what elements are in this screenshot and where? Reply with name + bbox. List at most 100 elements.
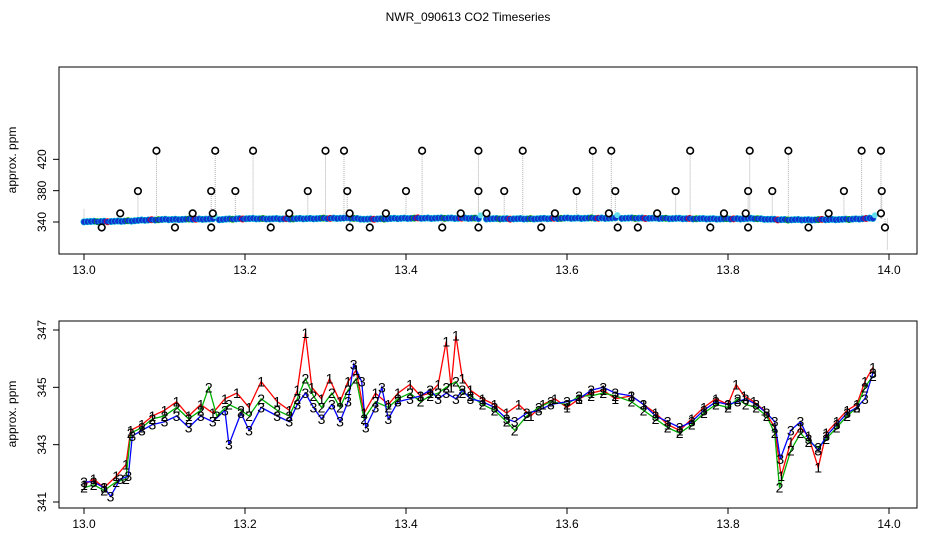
series-2-marker: 2 <box>776 480 784 496</box>
top-outlier-point <box>633 223 642 232</box>
series-3-marker: 3 <box>688 414 696 430</box>
series-2-marker: 2 <box>318 399 326 415</box>
series-2-marker: 2 <box>640 402 648 418</box>
series-2-marker: 2 <box>185 411 193 427</box>
series-1-marker: 1 <box>197 397 205 413</box>
series-1-marker: 1 <box>112 468 120 484</box>
series-3-marker: 3 <box>328 397 336 413</box>
series-1-marker: 1 <box>491 397 499 413</box>
top-outlier-point <box>321 146 330 155</box>
top-outlier-point <box>285 209 294 218</box>
series-1-marker: 1 <box>700 399 708 415</box>
series-1-marker: 1 <box>664 417 672 433</box>
top-outlier-point <box>381 209 390 218</box>
series-1-marker: 1 <box>122 457 130 473</box>
series-2-marker: 2 <box>205 379 213 395</box>
top-outlier-point <box>248 146 258 155</box>
series-1-marker: 1 <box>318 391 326 407</box>
top-y-axis-label: approx. ppm <box>5 127 19 194</box>
series-3-marker: 3 <box>116 471 124 487</box>
series-3-marker: 3 <box>511 414 519 430</box>
top-outlier-point <box>588 146 597 155</box>
series-3-marker: 3 <box>310 399 318 415</box>
series-2-marker: 2 <box>406 385 414 401</box>
series-2-marker: 2 <box>426 388 434 404</box>
top-outlier-point <box>207 223 216 232</box>
series-1-marker: 1 <box>712 391 720 407</box>
top-outlier-point <box>211 146 220 155</box>
top-outlier-point <box>572 186 581 196</box>
series-2-marker: 2 <box>511 422 519 438</box>
series-3-marker: 3 <box>362 419 370 435</box>
series-1-marker: 1 <box>527 408 535 424</box>
series-3-marker: 3 <box>763 405 771 421</box>
series-3-marker: 3 <box>458 382 466 398</box>
series-3-marker: 3 <box>640 397 648 413</box>
top-outlier-point <box>500 186 509 196</box>
series-3-marker: 3 <box>587 382 595 398</box>
series-2-marker: 2 <box>245 408 253 424</box>
series-2-marker: 2 <box>676 425 684 441</box>
series-3-marker: 3 <box>797 414 805 430</box>
top-panel: 13.0 13.2 13.4 13.6 13.8 14.0 340 380 420 appro… <box>5 66 918 277</box>
top-outlier-point <box>116 209 125 218</box>
series-3-marker: 3 <box>628 388 636 404</box>
series-2-marker: 2 <box>700 405 708 421</box>
top-outlier-point <box>482 209 491 218</box>
top-x-tick-label: 13.0 <box>72 263 96 277</box>
series-3-marker: 3 <box>344 394 352 410</box>
series-1-marker: 1 <box>127 422 135 438</box>
series-2-marker: 2 <box>563 397 571 413</box>
series-2-marker: 2 <box>491 402 499 418</box>
top-outlier-point <box>343 186 352 196</box>
series-1-marker: 1 <box>833 414 841 430</box>
series-1-marker: 1 <box>503 405 511 421</box>
top-outlier-point <box>474 146 483 155</box>
top-outlier-point <box>518 146 527 155</box>
series-2-marker: 2 <box>664 419 672 435</box>
top-gap-marker <box>477 212 484 219</box>
series-3-marker: 3 <box>575 391 583 407</box>
top-outlier-point <box>133 186 143 196</box>
series-2-marker: 2 <box>344 382 352 398</box>
top-outlier-point <box>741 209 750 218</box>
series-3-marker: 3 <box>100 480 108 496</box>
bottom-y-axis-label: approx. ppm <box>5 381 19 448</box>
series-1-marker: 1 <box>771 419 779 435</box>
top-outlier-point <box>880 223 890 232</box>
series-2-marker: 2 <box>127 425 135 441</box>
series-3-marker: 3 <box>237 405 245 421</box>
series-1-marker: 1 <box>652 405 660 421</box>
series-3-marker: 3 <box>185 419 193 435</box>
top-outlier-point <box>474 186 483 196</box>
series-3-marker: 3 <box>336 414 344 430</box>
series-2-marker: 2 <box>599 385 607 401</box>
series-3-marker: 3 <box>734 394 742 410</box>
series-3-marker: 3 <box>426 382 434 398</box>
bottom-y-tick-label: 343 <box>35 434 49 454</box>
top-outlier-point <box>824 209 833 218</box>
series-1-marker: 1 <box>336 394 344 410</box>
top-outlier-point <box>613 223 622 232</box>
top-outlier-point <box>550 209 560 218</box>
top-gap-marker <box>871 212 878 219</box>
top-y-tick-label: 340 <box>35 212 49 232</box>
top-outlier-stems <box>83 150 888 250</box>
top-outlier-point <box>303 186 312 196</box>
series-1-marker: 1 <box>209 405 217 421</box>
series-1-marker: 1 <box>688 411 696 427</box>
series-2-marker: 2 <box>394 391 402 407</box>
series-3-marker: 3 <box>700 402 708 418</box>
series-3-marker: 3 <box>861 391 869 407</box>
series-2-marker: 2 <box>384 399 392 415</box>
series-2-marker: 2 <box>503 414 511 430</box>
series-1-marker: 1 <box>257 374 265 390</box>
top-plot-frame <box>58 66 918 255</box>
series-3-marker: 3 <box>90 474 98 490</box>
series-2-marker: 2 <box>752 399 760 415</box>
series-3-marker: 3 <box>149 417 157 433</box>
series-2-marker: 2 <box>742 397 750 413</box>
bottom-y-tick-label: 341 <box>35 492 49 512</box>
series-1-marker: 1 <box>611 391 619 407</box>
